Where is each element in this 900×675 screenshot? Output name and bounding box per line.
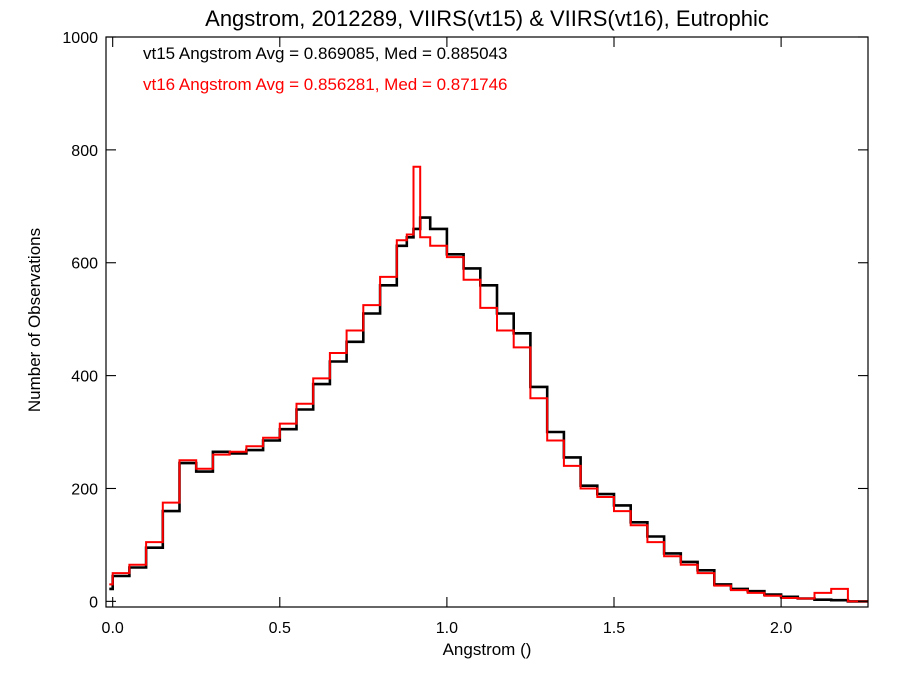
series-line-0 [109,216,868,603]
legend: vt15 Angstrom Avg = 0.869085, Med = 0.88… [143,44,508,94]
x-axis-label: Angstrom () [443,640,532,659]
x-tick-label-2: 1.0 [436,620,458,637]
x-tick-label-0: 0.0 [102,620,124,637]
y-tick-label-2: 400 [71,369,98,386]
x-tick-label-1: 0.5 [269,620,291,637]
series-layer [109,165,868,603]
x-tick-label-3: 1.5 [603,620,625,637]
y-tick-label-0: 0 [89,594,98,611]
series-line-1 [109,165,868,603]
plot-frame [105,36,869,608]
y-tick-label-5: 1000 [62,30,98,47]
y-axis-label: Number of Observations [25,228,44,412]
ticks-layer: 0.0 0.5 1.0 1.5 2.0 0 200 400 600 800 1000 [62,30,868,637]
legend-entry-0: vt15 Angstrom Avg = 0.869085, Med = 0.88… [143,44,508,63]
y-tick-label-1: 200 [71,481,98,498]
chart-title: Angstrom, 2012289, VIIRS(vt15) & VIIRS(v… [205,6,769,31]
y-tick-label-3: 600 [71,256,98,273]
y-tick-label-4: 800 [71,143,98,160]
x-tick-label-4: 2.0 [770,620,792,637]
legend-entry-1: vt16 Angstrom Avg = 0.856281, Med = 0.87… [143,75,508,94]
